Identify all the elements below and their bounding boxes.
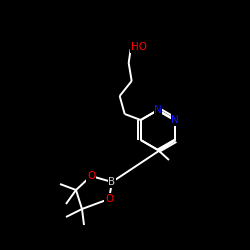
Text: O: O <box>87 171 95 181</box>
Text: O: O <box>105 194 113 204</box>
Text: N: N <box>154 105 162 115</box>
Text: B: B <box>108 177 116 187</box>
Text: HO: HO <box>131 42 147 52</box>
Text: N: N <box>172 115 179 125</box>
